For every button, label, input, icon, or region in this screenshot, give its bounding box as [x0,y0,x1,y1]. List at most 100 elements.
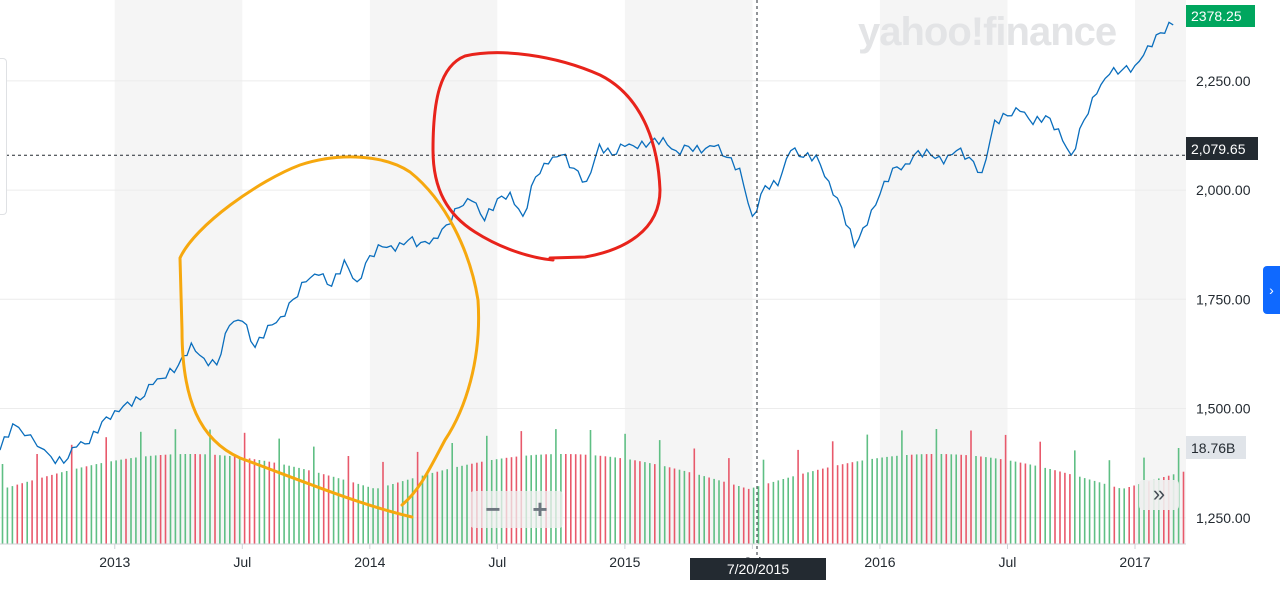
volume-bar [303,469,305,544]
volume-bar [367,486,369,544]
volume-bar [584,454,587,544]
volume-bar [747,488,750,544]
volume-bar [169,454,172,544]
volume-bar [866,434,869,544]
volume-bar [644,462,646,544]
volume-bar [164,454,167,544]
volume-bar [80,467,83,544]
y-axis: 1,250.00 1,500.00 1,750.00 2,000.00 2,250.00 [1196,73,1251,526]
volume-bar [915,454,918,544]
left-panel-tab[interactable] [0,58,7,215]
background-band [369,0,498,544]
volume-bar [1054,470,1056,544]
volume-bar [570,454,572,544]
volume-bar [703,476,705,544]
volume-bar [846,463,849,544]
volume-bar [357,483,360,544]
volume-bar [1153,479,1155,544]
background-band [114,0,243,544]
volume-bar [1158,478,1160,544]
volume-bar [955,454,957,544]
volume-bar [876,458,878,544]
volume-bar [362,485,364,544]
volume-bar [392,484,394,544]
expand-button[interactable]: » [1139,480,1179,510]
volume-bar [337,478,340,544]
volume-bar [1044,467,1046,544]
volume-bar [194,454,196,544]
volume-bar [243,432,246,544]
volume-badge [1186,436,1246,459]
volume-bar [135,457,137,544]
volume-bar [352,482,355,544]
volume-bar [589,430,592,544]
volume-bar [619,458,621,544]
volume-bar [451,443,453,544]
right-panel-toggle[interactable]: › [1263,266,1280,314]
volume-bar [901,430,903,544]
x-tick-label: 2014 [354,554,385,570]
volume-bar [1079,476,1081,544]
volume-bar [841,464,844,544]
volume-bar [980,456,982,544]
volume-bar [327,475,330,544]
volume-bar [762,459,765,544]
volume-bar [1074,450,1076,544]
volume-bar [11,486,14,544]
volume-bar [871,458,873,544]
volume-bar [130,458,132,544]
volume-bar [263,460,266,544]
volume-bar [382,461,384,544]
zoom-out-button[interactable]: − [485,494,501,524]
background-bands [114,0,1186,544]
volume-bar [782,479,785,544]
volume-bar [713,478,715,544]
volume-bar [441,470,444,544]
volume-bar [1118,488,1121,544]
volume-bar [856,461,859,544]
volume-bar [757,486,760,544]
volume-bar [293,466,295,544]
volume-bar [1123,488,1125,544]
volume-bar [999,459,1002,544]
volume-bar [609,456,612,544]
volume-bar [654,464,656,544]
volume-bar [342,479,345,544]
volume-bar [70,444,73,544]
volume-bar [1059,471,1061,544]
volume-bar [159,455,162,544]
volume-bar [224,455,226,544]
volume-bar [579,454,582,544]
volume-bar [668,467,671,544]
volume-bar [678,469,681,544]
volume-bar [406,479,409,544]
volume-bar [174,429,177,544]
orange-circle-annotation [178,155,481,519]
volume-bar [965,455,967,544]
volume-label: 18.76B [1191,440,1235,456]
volume-bar [723,481,725,544]
red-circle-annotation [431,51,662,262]
volume-bar [1034,465,1037,544]
volume-bar [21,483,23,544]
volume-bar [179,454,182,544]
volume-bar [896,455,898,544]
volume-bar [253,459,256,544]
y-tick-label: 1,250.00 [1196,510,1251,526]
volume-bar [184,454,187,544]
zoom-controls: − + [470,491,563,528]
crosshair-date-badge [690,558,826,580]
volume-bar [624,433,626,544]
volume-bar [985,457,987,544]
volume-bar [629,459,631,544]
volume-bar [1138,484,1140,544]
volume-bar [105,437,107,544]
zoom-in-button[interactable]: + [532,494,548,524]
volume-bar [120,459,122,544]
background-band [879,0,1008,544]
y-tick-label: 1,500.00 [1196,401,1251,417]
volume-bar [145,456,147,544]
volume-bar [347,456,350,544]
x-tick-label: 2017 [1119,554,1150,570]
